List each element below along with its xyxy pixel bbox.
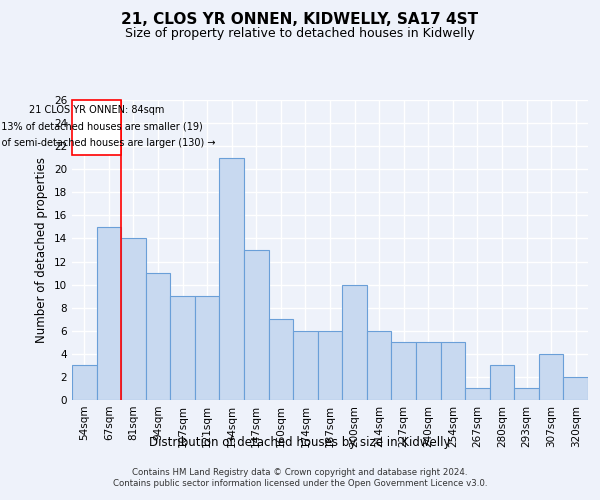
Bar	[490, 366, 514, 400]
Bar	[539, 354, 563, 400]
Bar	[342, 284, 367, 400]
Bar	[416, 342, 440, 400]
Text: Distribution of detached houses by size in Kidwelly: Distribution of detached houses by size …	[149, 436, 451, 449]
Text: Size of property relative to detached houses in Kidwelly: Size of property relative to detached ho…	[125, 28, 475, 40]
Bar	[391, 342, 416, 400]
Bar	[97, 227, 121, 400]
Text: 87% of semi-detached houses are larger (130) →: 87% of semi-detached houses are larger (…	[0, 138, 216, 147]
Bar	[72, 100, 121, 156]
Bar	[72, 366, 97, 400]
Bar	[269, 319, 293, 400]
Bar	[121, 238, 146, 400]
Bar	[195, 296, 220, 400]
Text: ← 13% of detached houses are smaller (19): ← 13% of detached houses are smaller (19…	[0, 122, 203, 132]
Bar	[244, 250, 269, 400]
Bar	[563, 377, 588, 400]
Y-axis label: Number of detached properties: Number of detached properties	[35, 157, 49, 343]
Bar	[367, 331, 391, 400]
Bar	[146, 273, 170, 400]
Bar	[220, 158, 244, 400]
Bar	[465, 388, 490, 400]
Bar	[318, 331, 342, 400]
Bar	[440, 342, 465, 400]
Bar	[170, 296, 195, 400]
Bar	[293, 331, 318, 400]
Text: Contains public sector information licensed under the Open Government Licence v3: Contains public sector information licen…	[113, 479, 487, 488]
Bar	[514, 388, 539, 400]
Text: 21, CLOS YR ONNEN, KIDWELLY, SA17 4ST: 21, CLOS YR ONNEN, KIDWELLY, SA17 4ST	[121, 12, 479, 28]
Text: Contains HM Land Registry data © Crown copyright and database right 2024.: Contains HM Land Registry data © Crown c…	[132, 468, 468, 477]
Text: 21 CLOS YR ONNEN: 84sqm: 21 CLOS YR ONNEN: 84sqm	[29, 106, 164, 116]
